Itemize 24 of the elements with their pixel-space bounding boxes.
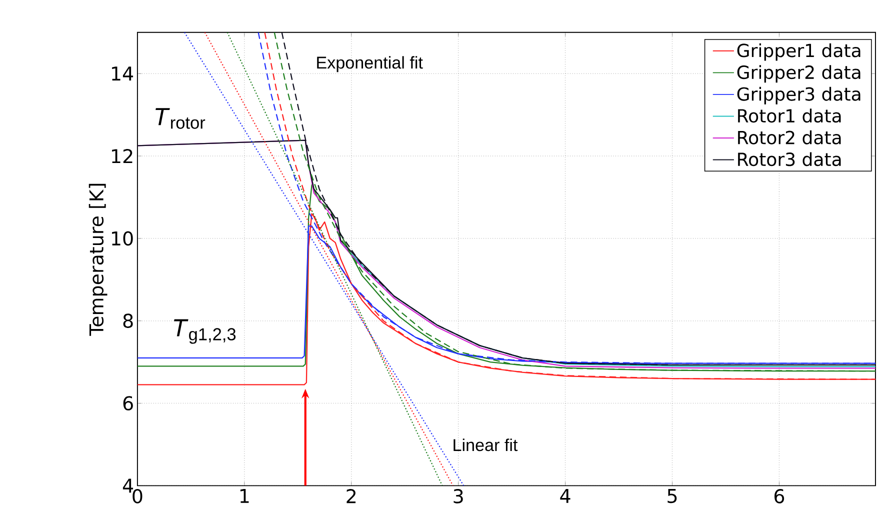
y-tick-label: 8 [123,314,133,328]
legend-label: Gripper2 data [737,65,860,82]
y-tick-label: 4 [122,478,134,492]
annotation: Linear fit [454,438,518,452]
x-tick-label: 0 [132,488,142,504]
legend-label: Gripper1 data [737,43,860,61]
y-tick-label: 10 [112,231,133,246]
annotation: T$_{rotor}$ [156,108,206,129]
y-tick-label: 14 [112,66,134,80]
y-tick-label: 12 [112,148,132,163]
legend-label: Gripper3 data [737,86,860,104]
legend-label: Rotor1 data [738,108,841,122]
annotation: T$_{g1,2,3}$ [174,319,236,344]
annotation: Exponential fit [317,56,423,72]
legend-label: Rotor3 data [738,152,841,166]
x-tick-label: 5 [668,488,677,504]
x-tick-label: 4 [560,488,570,503]
y-tick-label: 6 [123,396,133,410]
x-tick-label: 6 [774,488,784,504]
y-axis-title: Temperature [K] [88,184,108,336]
x-tick-label: 2 [346,488,356,503]
x-tick-label: 3 [454,488,463,504]
legend-label: Rotor2 data [738,130,841,144]
x-tick-label: 1 [240,488,249,503]
